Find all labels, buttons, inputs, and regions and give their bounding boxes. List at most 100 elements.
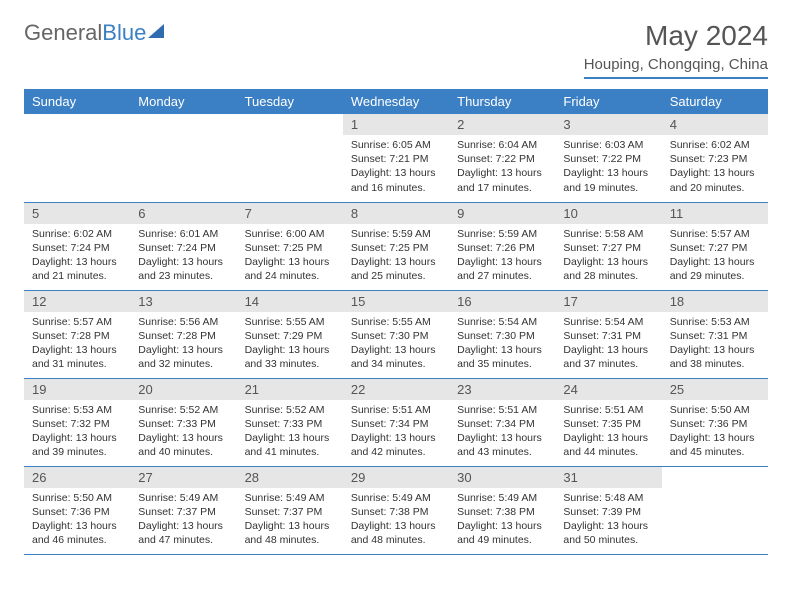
daylight-text: Daylight: 13 hours and 19 minutes. — [563, 166, 653, 194]
sunrise-text: Sunrise: 5:57 AM — [670, 227, 760, 241]
calendar-cell: 29Sunrise: 5:49 AMSunset: 7:38 PMDayligh… — [343, 466, 449, 554]
calendar-cell: 18Sunrise: 5:53 AMSunset: 7:31 PMDayligh… — [662, 290, 768, 378]
header: GeneralBlue May 2024 Houping, Chongqing,… — [24, 20, 768, 79]
sunset-text: Sunset: 7:24 PM — [32, 241, 122, 255]
day-number: 3 — [555, 114, 661, 135]
daylight-text: Daylight: 13 hours and 37 minutes. — [563, 343, 653, 371]
sunrise-text: Sunrise: 5:51 AM — [563, 403, 653, 417]
month-title: May 2024 — [584, 20, 768, 52]
calendar-cell: 27Sunrise: 5:49 AMSunset: 7:37 PMDayligh… — [130, 466, 236, 554]
sunset-text: Sunset: 7:37 PM — [138, 505, 228, 519]
sunset-text: Sunset: 7:35 PM — [563, 417, 653, 431]
day-number: 15 — [343, 291, 449, 312]
day-content: Sunrise: 5:50 AMSunset: 7:36 PMDaylight:… — [662, 400, 768, 464]
sunset-text: Sunset: 7:23 PM — [670, 152, 760, 166]
day-number — [130, 114, 236, 120]
day-number: 21 — [237, 379, 343, 400]
day-content: Sunrise: 6:04 AMSunset: 7:22 PMDaylight:… — [449, 135, 555, 199]
calendar-cell: 28Sunrise: 5:49 AMSunset: 7:37 PMDayligh… — [237, 466, 343, 554]
weekday-friday: Friday — [555, 89, 661, 114]
sunrise-text: Sunrise: 5:51 AM — [457, 403, 547, 417]
calendar-cell: 25Sunrise: 5:50 AMSunset: 7:36 PMDayligh… — [662, 378, 768, 466]
daylight-text: Daylight: 13 hours and 35 minutes. — [457, 343, 547, 371]
sunset-text: Sunset: 7:28 PM — [138, 329, 228, 343]
day-content: Sunrise: 5:53 AMSunset: 7:31 PMDaylight:… — [662, 312, 768, 376]
calendar-cell: 21Sunrise: 5:52 AMSunset: 7:33 PMDayligh… — [237, 378, 343, 466]
daylight-text: Daylight: 13 hours and 50 minutes. — [563, 519, 653, 547]
calendar-cell — [24, 114, 130, 202]
day-number: 29 — [343, 467, 449, 488]
day-content: Sunrise: 5:49 AMSunset: 7:37 PMDaylight:… — [237, 488, 343, 552]
sunrise-text: Sunrise: 5:49 AM — [245, 491, 335, 505]
calendar-cell: 14Sunrise: 5:55 AMSunset: 7:29 PMDayligh… — [237, 290, 343, 378]
calendar-cell: 8Sunrise: 5:59 AMSunset: 7:25 PMDaylight… — [343, 202, 449, 290]
sunrise-text: Sunrise: 6:05 AM — [351, 138, 441, 152]
sunset-text: Sunset: 7:32 PM — [32, 417, 122, 431]
calendar-cell: 17Sunrise: 5:54 AMSunset: 7:31 PMDayligh… — [555, 290, 661, 378]
calendar-cell: 6Sunrise: 6:01 AMSunset: 7:24 PMDaylight… — [130, 202, 236, 290]
title-block: May 2024 Houping, Chongqing, China — [584, 20, 768, 79]
sunrise-text: Sunrise: 5:50 AM — [32, 491, 122, 505]
calendar-row: 5Sunrise: 6:02 AMSunset: 7:24 PMDaylight… — [24, 202, 768, 290]
day-number: 16 — [449, 291, 555, 312]
daylight-text: Daylight: 13 hours and 47 minutes. — [138, 519, 228, 547]
sunrise-text: Sunrise: 5:59 AM — [457, 227, 547, 241]
calendar-cell: 12Sunrise: 5:57 AMSunset: 7:28 PMDayligh… — [24, 290, 130, 378]
day-number: 22 — [343, 379, 449, 400]
calendar-cell: 20Sunrise: 5:52 AMSunset: 7:33 PMDayligh… — [130, 378, 236, 466]
daylight-text: Daylight: 13 hours and 44 minutes. — [563, 431, 653, 459]
day-content: Sunrise: 6:05 AMSunset: 7:21 PMDaylight:… — [343, 135, 449, 199]
sunset-text: Sunset: 7:36 PM — [32, 505, 122, 519]
calendar-cell: 4Sunrise: 6:02 AMSunset: 7:23 PMDaylight… — [662, 114, 768, 202]
day-number: 26 — [24, 467, 130, 488]
calendar-cell: 16Sunrise: 5:54 AMSunset: 7:30 PMDayligh… — [449, 290, 555, 378]
sunrise-text: Sunrise: 5:49 AM — [457, 491, 547, 505]
sunset-text: Sunset: 7:30 PM — [351, 329, 441, 343]
sunset-text: Sunset: 7:31 PM — [670, 329, 760, 343]
day-number: 31 — [555, 467, 661, 488]
calendar-cell: 7Sunrise: 6:00 AMSunset: 7:25 PMDaylight… — [237, 202, 343, 290]
day-content: Sunrise: 5:51 AMSunset: 7:34 PMDaylight:… — [449, 400, 555, 464]
day-number: 7 — [237, 203, 343, 224]
day-content: Sunrise: 5:59 AMSunset: 7:26 PMDaylight:… — [449, 224, 555, 288]
sunset-text: Sunset: 7:27 PM — [563, 241, 653, 255]
calendar-cell: 23Sunrise: 5:51 AMSunset: 7:34 PMDayligh… — [449, 378, 555, 466]
calendar-row: 19Sunrise: 5:53 AMSunset: 7:32 PMDayligh… — [24, 378, 768, 466]
daylight-text: Daylight: 13 hours and 32 minutes. — [138, 343, 228, 371]
sunset-text: Sunset: 7:28 PM — [32, 329, 122, 343]
sunrise-text: Sunrise: 5:58 AM — [563, 227, 653, 241]
daylight-text: Daylight: 13 hours and 23 minutes. — [138, 255, 228, 283]
sunset-text: Sunset: 7:29 PM — [245, 329, 335, 343]
sunrise-text: Sunrise: 6:04 AM — [457, 138, 547, 152]
weekday-thursday: Thursday — [449, 89, 555, 114]
sunrise-text: Sunrise: 6:03 AM — [563, 138, 653, 152]
sunrise-text: Sunrise: 5:49 AM — [351, 491, 441, 505]
calendar-cell: 26Sunrise: 5:50 AMSunset: 7:36 PMDayligh… — [24, 466, 130, 554]
calendar-cell: 3Sunrise: 6:03 AMSunset: 7:22 PMDaylight… — [555, 114, 661, 202]
day-content: Sunrise: 6:02 AMSunset: 7:24 PMDaylight:… — [24, 224, 130, 288]
calendar-cell — [237, 114, 343, 202]
day-content: Sunrise: 5:54 AMSunset: 7:30 PMDaylight:… — [449, 312, 555, 376]
daylight-text: Daylight: 13 hours and 34 minutes. — [351, 343, 441, 371]
day-number: 6 — [130, 203, 236, 224]
day-number: 13 — [130, 291, 236, 312]
sunrise-text: Sunrise: 5:55 AM — [245, 315, 335, 329]
sunset-text: Sunset: 7:22 PM — [563, 152, 653, 166]
day-number — [662, 467, 768, 473]
weekday-wednesday: Wednesday — [343, 89, 449, 114]
day-content: Sunrise: 6:01 AMSunset: 7:24 PMDaylight:… — [130, 224, 236, 288]
daylight-text: Daylight: 13 hours and 33 minutes. — [245, 343, 335, 371]
sunset-text: Sunset: 7:26 PM — [457, 241, 547, 255]
daylight-text: Daylight: 13 hours and 28 minutes. — [563, 255, 653, 283]
daylight-text: Daylight: 13 hours and 27 minutes. — [457, 255, 547, 283]
sunrise-text: Sunrise: 5:52 AM — [245, 403, 335, 417]
sunrise-text: Sunrise: 6:02 AM — [32, 227, 122, 241]
daylight-text: Daylight: 13 hours and 48 minutes. — [351, 519, 441, 547]
calendar-cell: 30Sunrise: 5:49 AMSunset: 7:38 PMDayligh… — [449, 466, 555, 554]
daylight-text: Daylight: 13 hours and 25 minutes. — [351, 255, 441, 283]
calendar-cell: 11Sunrise: 5:57 AMSunset: 7:27 PMDayligh… — [662, 202, 768, 290]
sunset-text: Sunset: 7:31 PM — [563, 329, 653, 343]
daylight-text: Daylight: 13 hours and 41 minutes. — [245, 431, 335, 459]
sunrise-text: Sunrise: 5:50 AM — [670, 403, 760, 417]
day-content: Sunrise: 6:03 AMSunset: 7:22 PMDaylight:… — [555, 135, 661, 199]
